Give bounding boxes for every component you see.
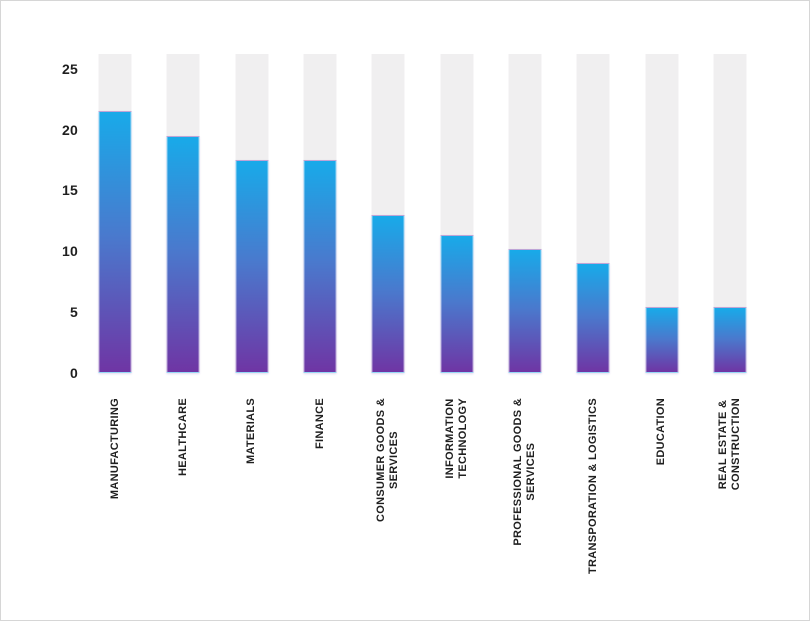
category-label-professional-goods-services: PROFESSIONAL GOODS & SERVICES <box>511 398 537 546</box>
y-tick-15: 15 <box>62 182 78 199</box>
y-tick-5: 5 <box>70 303 78 320</box>
bar-finance <box>303 159 337 373</box>
bar-transporation-logistics <box>576 263 610 373</box>
bar-consumer-goods-services <box>371 214 405 373</box>
x-label-cell: EDUCATION <box>627 398 695 608</box>
x-label-cell: PROFESSIONAL GOODS & SERVICES <box>491 398 559 608</box>
bar-cell-transporation-logistics <box>559 54 627 373</box>
category-label-healthcare: HEALTHCARE <box>176 398 189 476</box>
bar-education <box>645 307 679 373</box>
bar-cell-information-technology <box>422 54 490 373</box>
x-label-cell: MANUFACTURING <box>81 398 149 608</box>
category-label-finance: FINANCE <box>313 398 326 449</box>
x-label-cell: TRANSPORATION & LOGISTICS <box>559 398 627 608</box>
y-tick-25: 25 <box>62 60 78 77</box>
bar-manufacturing <box>98 111 132 373</box>
bar-cell-education <box>627 54 695 373</box>
category-label-materials: MATERIALS <box>245 398 258 465</box>
bar-cell-manufacturing <box>81 54 149 373</box>
category-label-transporation-logistics: TRANSPORATION & LOGISTICS <box>586 398 599 574</box>
bar-cell-finance <box>286 54 354 373</box>
x-label-cell: HEALTHCARE <box>149 398 217 608</box>
bar-cell-materials <box>218 54 286 373</box>
bar-real-estate-construction <box>713 307 747 373</box>
category-label-information-technology: INFORMATION TECHNOLOGY <box>443 398 469 479</box>
y-tick-10: 10 <box>62 243 78 260</box>
bar-information-technology <box>440 235 474 373</box>
y-tick-20: 20 <box>62 121 78 138</box>
category-label-manufacturing: MANUFACTURING <box>108 398 121 500</box>
bar-healthcare <box>166 135 200 373</box>
bar-materials <box>235 159 269 373</box>
x-label-cell: CONSUMER GOODS & SERVICES <box>354 398 422 608</box>
bar-plot-area <box>81 54 764 373</box>
bar-professional-goods-services <box>508 248 542 373</box>
y-tick-0: 0 <box>70 364 78 381</box>
category-label-consumer-goods-services: CONSUMER GOODS & SERVICES <box>375 398 401 522</box>
bar-cell-healthcare <box>149 54 217 373</box>
x-label-cell: INFORMATION TECHNOLOGY <box>422 398 490 608</box>
category-label-education: EDUCATION <box>655 398 668 466</box>
x-axis-labels: MANUFACTURING HEALTHCARE MATERIALS FINANCE C… <box>81 398 764 608</box>
category-label-real-estate-construction: REAL ESTATE & CONSTRUCTION <box>716 398 742 491</box>
x-label-cell: REAL ESTATE & CONSTRUCTION <box>696 398 764 608</box>
x-label-cell: FINANCE <box>286 398 354 608</box>
bar-cell-consumer-goods-services <box>354 54 422 373</box>
bar-cell-real-estate-construction <box>696 54 764 373</box>
x-label-cell: MATERIALS <box>218 398 286 608</box>
y-axis: 0 5 10 15 20 25 <box>1 1 78 401</box>
bar-cell-professional-goods-services <box>491 54 559 373</box>
